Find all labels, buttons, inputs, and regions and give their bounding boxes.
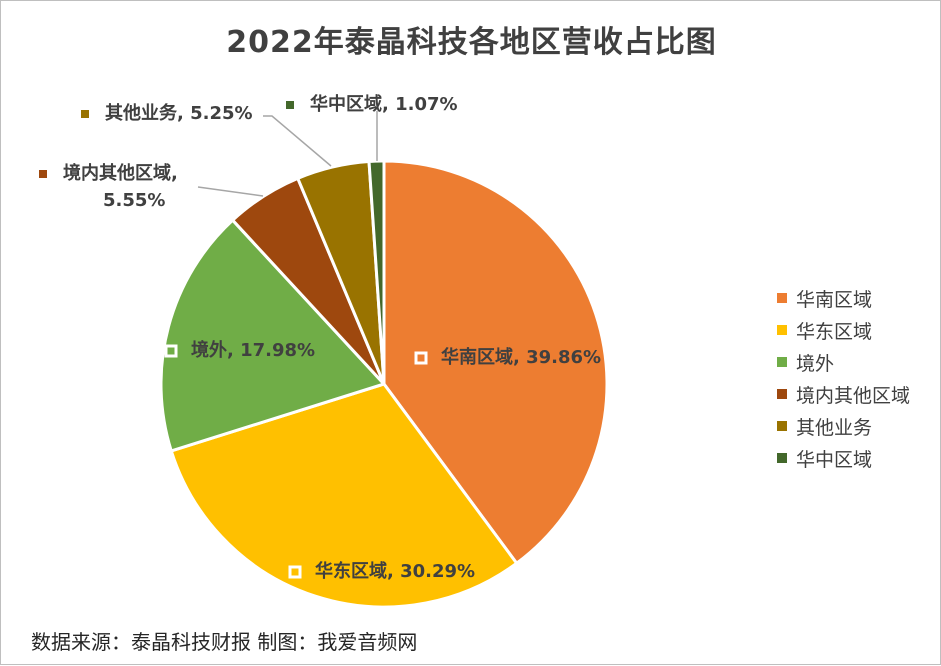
data-label-other-business: 其他业务, 5.25%	[105, 102, 253, 124]
legend-item-other-business: 其他业务	[777, 410, 910, 442]
legend-label: 华东区域	[796, 320, 873, 343]
data-label-south: 华南区域, 39.86%	[441, 346, 601, 368]
label-marker-south	[414, 351, 428, 365]
label-marker-other-business	[81, 110, 89, 118]
leader-line-domestic-other	[197, 186, 264, 197]
label-marker-central	[286, 101, 294, 109]
legend-label: 华中区域	[796, 448, 873, 471]
label-marker-domestic-other	[39, 170, 47, 178]
pie-slice-south	[382, 159, 609, 565]
legend-swatch	[777, 357, 787, 367]
legend-swatch	[777, 453, 787, 463]
legend-item-central: 华中区域	[777, 442, 910, 474]
legend-swatch	[777, 293, 787, 303]
label-marker-overseas	[164, 344, 178, 358]
data-label-domestic-other: 境内其他区域, 5.55%	[63, 162, 178, 211]
chart-title: 2022年泰晶科技各地区营收占比图	[226, 25, 717, 60]
pie-slice-overseas	[159, 218, 386, 453]
label-marker-east	[288, 565, 302, 579]
leader-line-other-business	[263, 115, 332, 167]
data-label-overseas: 境外, 17.98%	[191, 339, 315, 361]
legend-item-domestic-other: 境内其他区域	[777, 378, 910, 410]
legend-item-overseas: 境外	[777, 346, 910, 378]
legend-swatch	[777, 389, 787, 399]
source-note: 数据来源：泰晶科技财报 制图：我爱音频网	[31, 630, 418, 654]
legend-label: 其他业务	[796, 416, 873, 439]
legend-label: 华南区域	[796, 288, 873, 311]
legend-label: 境外	[796, 352, 835, 375]
legend-swatch	[777, 325, 787, 335]
data-label-central: 华中区域, 1.07%	[310, 93, 458, 115]
legend-item-south: 华南区域	[777, 282, 910, 314]
data-label-east: 华东区域, 30.29%	[315, 560, 475, 582]
legend-swatch	[777, 421, 787, 431]
legend: 华南区域华东区域境外境内其他区域 其他业务华中区域	[777, 282, 910, 474]
legend-label: 境内其他区域	[796, 384, 911, 407]
pie-slice-central	[367, 159, 386, 386]
legend-item-east: 华东区域	[777, 314, 910, 346]
pie-slice-east	[169, 382, 519, 609]
